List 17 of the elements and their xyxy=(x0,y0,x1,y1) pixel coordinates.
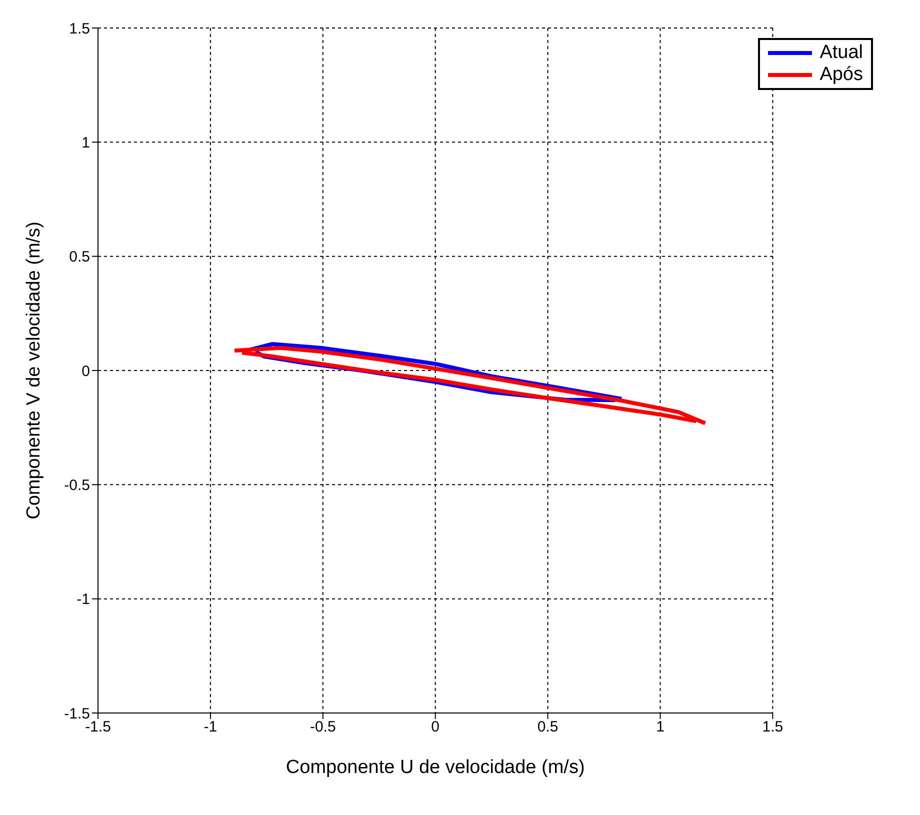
legend-label: Atual xyxy=(820,42,863,64)
x-tick-label: -0.5 xyxy=(310,718,336,736)
legend-label: Após xyxy=(820,64,863,86)
y-tick-label: 0.5 xyxy=(69,248,90,266)
y-tick-label: 1.5 xyxy=(69,20,90,38)
y-tick-label: -0.5 xyxy=(64,476,90,494)
y-tick-label: 0 xyxy=(82,362,90,380)
x-tick-label: 0.5 xyxy=(537,718,558,736)
y-tick-label: -1 xyxy=(76,591,90,608)
x-tick-label: -1 xyxy=(204,718,218,736)
x-axis-title: Componente U de velocidade (m/s) xyxy=(286,757,585,778)
y-tick-label: 1 xyxy=(82,134,90,152)
x-tick-label: 1 xyxy=(656,718,664,736)
x-tick-label: 1.5 xyxy=(762,718,784,736)
y-axis-title: Componente V de velocidade (m/s) xyxy=(24,222,45,520)
x-tick-label: 0 xyxy=(431,718,440,736)
y-tick-label: -1.5 xyxy=(64,705,90,722)
